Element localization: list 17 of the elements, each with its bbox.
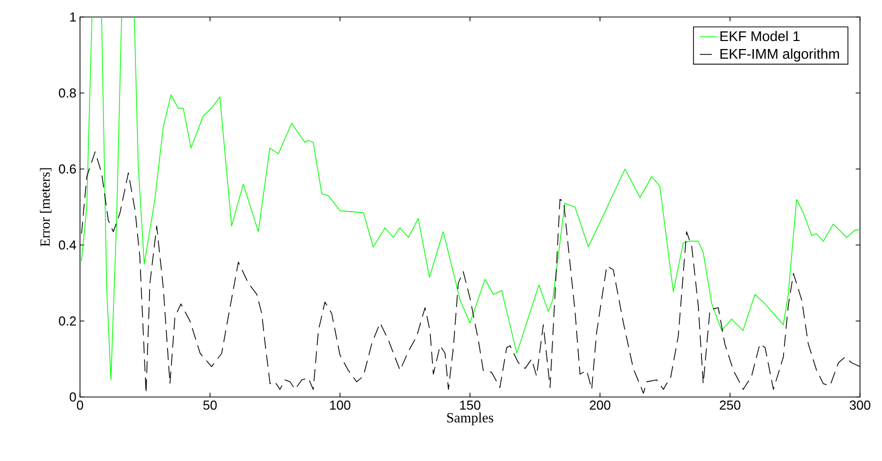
x-axis-title: Samples: [447, 412, 494, 426]
y-tick-label: 0.4: [58, 240, 76, 250]
y-tick-label: 0.2: [58, 316, 76, 326]
legend-label: EKF-IMM algorithm: [720, 48, 839, 62]
legend-label: EKF Model 1: [720, 30, 800, 42]
x-tick-label: 50: [203, 400, 217, 410]
x-tick-label: 200: [590, 400, 610, 410]
y-tick-label: 0.6: [58, 164, 76, 174]
x-tick-label: 250: [720, 400, 740, 410]
x-tick-label: 0: [76, 400, 84, 410]
x-tick-label: 150: [460, 400, 480, 410]
y-tick-label: 0.8: [58, 88, 76, 98]
y-tick-label: 0: [70, 392, 76, 402]
x-tick-label: 300: [850, 400, 870, 410]
y-tick-label: 1: [70, 12, 76, 22]
x-tick-label: 100: [330, 400, 350, 410]
y-axis-title: Error [meters]: [40, 168, 52, 246]
